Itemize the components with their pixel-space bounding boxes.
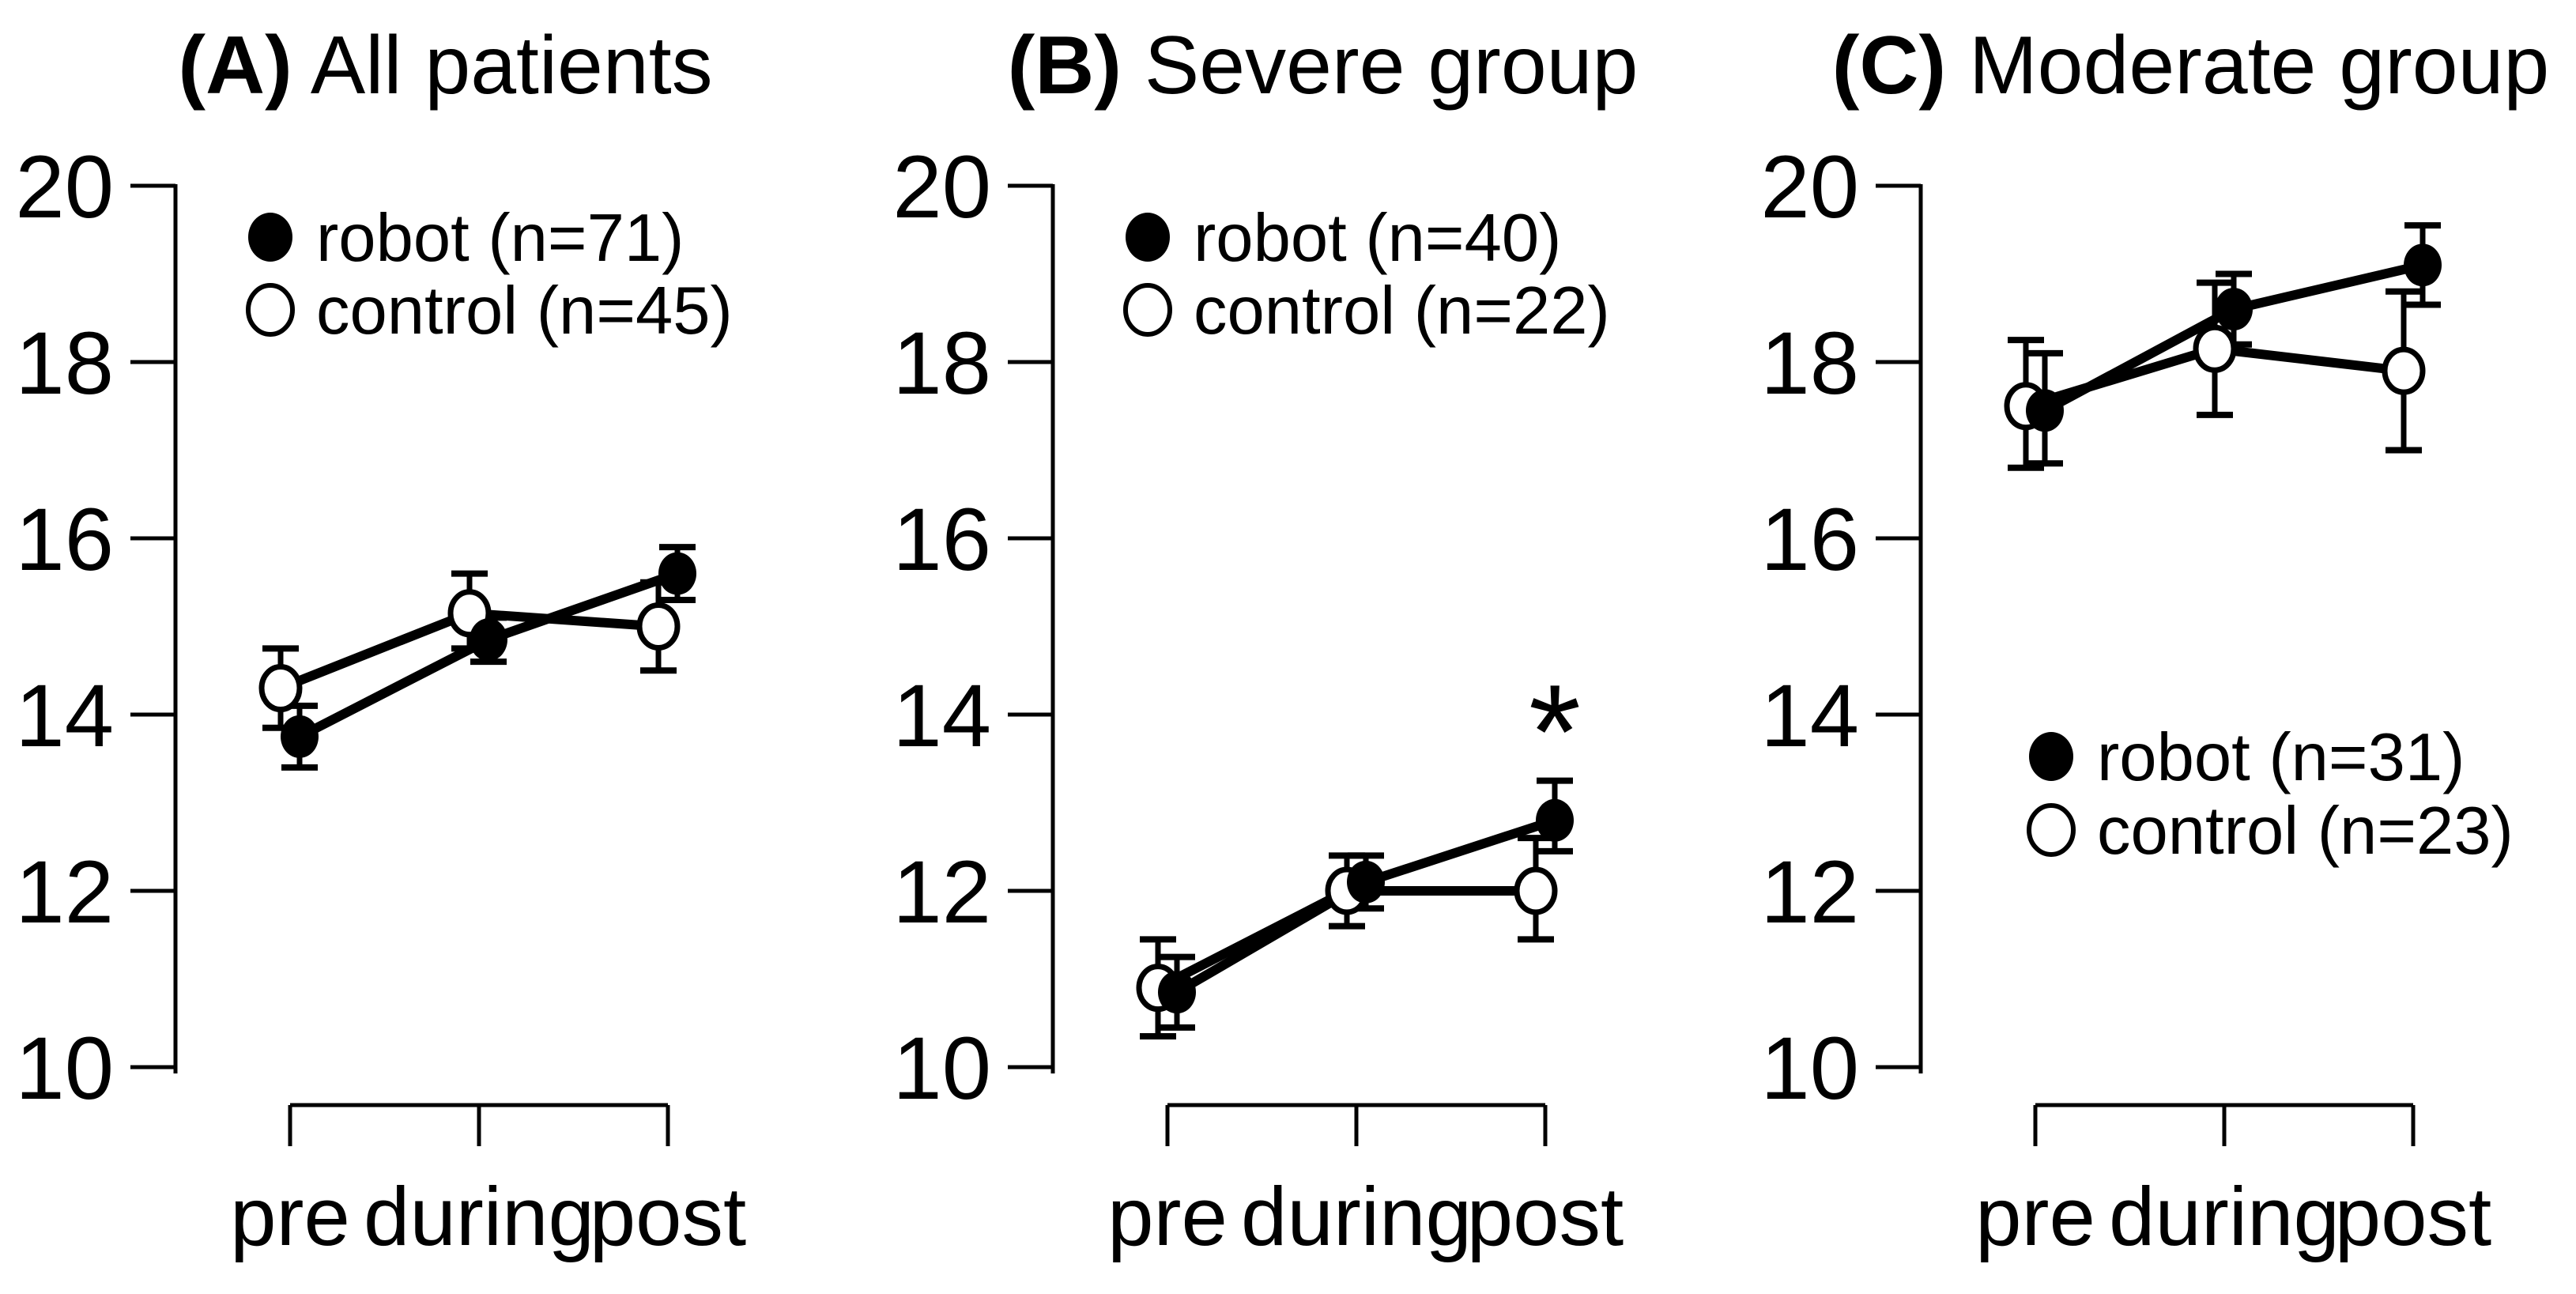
x-category-label-post: post [1467,1171,1624,1263]
series-markers [2004,243,2442,432]
y-tick-label: 10 [892,1019,991,1118]
x-category-label-pre: pre [230,1171,350,1263]
x-category-label-during: during [2109,1171,2340,1263]
data-point-robot-during [2215,288,2253,331]
data-point-robot-pre [1158,971,1196,1014]
legend-label-control: control (n=22) [1194,274,1610,349]
x-category-label-post: post [590,1171,746,1263]
data-point-robot-pre [2026,389,2064,432]
y-tick-label: 14 [15,666,114,765]
legend-marker-robot-filled-circle [2029,732,2073,781]
y-tick-label: 20 [1760,138,1859,236]
legend-label-robot: robot (n=31) [2097,720,2465,795]
data-point-robot-post [658,552,696,595]
y-axis: 20 18 16 14 12 10 [1760,138,1923,1118]
series-markers [1136,798,1574,1014]
data-point-control-post [636,602,681,651]
data-point-control-post [1514,866,1558,915]
x-category-label-during: during [1241,1171,1472,1263]
x-category-label-pre: pre [1975,1171,2095,1263]
y-tick-label: 10 [1760,1019,1859,1118]
y-axis: 20 18 16 14 12 10 [15,138,178,1118]
data-point-robot-post [2404,243,2442,287]
y-tick-label: 16 [892,490,991,589]
y-tick-label: 20 [892,138,991,236]
panel-title: (B) Severe group [1008,20,1639,111]
x-category-label-pre: pre [1107,1171,1228,1263]
data-point-robot-during [470,618,507,662]
y-tick-label: 14 [1760,666,1859,765]
y-tick-label: 18 [15,314,114,413]
y-tick-label: 12 [1760,843,1859,941]
legend-marker-control-open-circle [1123,283,1172,337]
y-tick-label: 16 [1760,490,1859,589]
y-tick-label: 18 [1760,314,1859,413]
data-point-control-during [2193,324,2237,373]
y-axis: 20 18 16 14 12 10 [892,138,1055,1118]
significance-asterisk: * [1529,657,1581,807]
legend-label-robot: robot (n=40) [1194,201,1561,276]
legend: robot (n=40)control (n=22) [1123,201,1610,349]
data-point-control-post [2382,346,2426,395]
legend: robot (n=31)control (n=23) [2027,720,2514,869]
data-point-robot-pre [281,715,319,758]
y-tick-label: 12 [892,843,991,941]
legend: robot (n=71)control (n=45) [246,201,733,349]
y-tick-label: 10 [15,1019,114,1118]
x-category-label-during: during [364,1171,594,1263]
legend-marker-control-open-circle [2027,803,2076,857]
y-tick-label: 16 [15,490,114,589]
legend-marker-control-open-circle [246,283,295,337]
panel-title: (C) Moderate group [1832,20,2550,111]
legend-label-control: control (n=23) [2097,794,2514,869]
legend-label-control: control (n=45) [316,274,733,349]
legend-marker-robot-filled-circle [248,213,292,262]
series-markers [258,552,696,758]
x-category-label-post: post [2335,1171,2491,1263]
y-tick-label: 12 [15,843,114,941]
legend-marker-robot-filled-circle [1126,213,1170,262]
legend-label-robot: robot (n=71) [316,201,684,276]
data-point-control-pre [258,664,303,713]
data-point-robot-post [1536,798,1574,842]
y-tick-label: 18 [892,314,991,413]
y-tick-label: 14 [892,666,991,765]
y-tick-label: 20 [15,138,114,236]
panel-title: (A) All patients [178,20,712,111]
data-point-robot-during [1347,860,1385,904]
